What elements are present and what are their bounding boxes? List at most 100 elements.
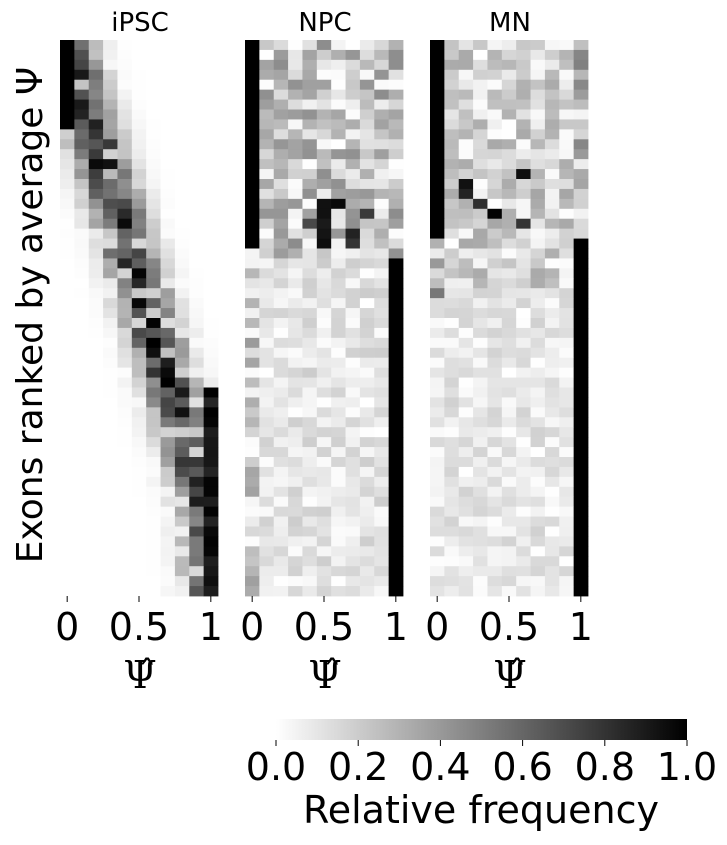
heatmap-cell [544, 258, 560, 269]
heatmap-cell [302, 546, 318, 557]
heatmap-cell [430, 546, 445, 557]
heatmap-cell [388, 417, 404, 428]
heatmap-cell [559, 536, 575, 547]
heatmap-cell [189, 49, 205, 61]
heatmap-cell [131, 327, 147, 339]
heatmap-cell [573, 59, 589, 71]
heatmap-cell [117, 169, 133, 180]
heatmap-cell [88, 119, 104, 130]
heatmap-cell [530, 49, 546, 61]
heatmap-cell [131, 248, 147, 259]
heatmap-cell [302, 129, 318, 140]
heatmap-cell [374, 466, 390, 478]
heatmap-cell [160, 407, 176, 418]
heatmap-cell [544, 318, 560, 329]
heatmap-cell [131, 169, 147, 180]
heatmap-cell [530, 89, 546, 100]
heatmap-cell [203, 318, 219, 329]
heatmap-cell [189, 457, 205, 468]
heatmap-cell [302, 387, 318, 398]
heatmap-cell [259, 427, 275, 438]
heatmap-cell [487, 238, 503, 249]
heatmap-cell [189, 506, 205, 517]
heatmap-cell [189, 159, 205, 170]
heatmap-cell [103, 357, 118, 369]
heatmap-cell [88, 437, 104, 448]
heatmap-cell [473, 208, 488, 220]
heatmap-cell [516, 149, 531, 160]
heatmap-cell [117, 179, 133, 190]
heatmap-cell [131, 258, 147, 269]
heatmap-cell [458, 566, 474, 577]
heatmap-cell [473, 258, 488, 269]
heatmap-cell [473, 377, 488, 388]
heatmap-cell [316, 546, 332, 557]
heatmap-cell [530, 268, 546, 279]
heatmap-cell [444, 496, 460, 508]
heatmap-cell [160, 228, 176, 239]
heatmap-cell [444, 407, 460, 418]
heatmap-cell [146, 447, 161, 458]
heatmap-cell [388, 437, 404, 448]
heatmap-cell [273, 357, 289, 369]
heatmap-cell [60, 387, 75, 398]
heatmap-cell [117, 238, 133, 249]
heatmap-cell [530, 556, 546, 567]
heatmap-cell [74, 179, 90, 190]
heatmap-cell [530, 486, 546, 498]
heatmap-cell [444, 79, 460, 91]
heatmap-cell [374, 576, 390, 587]
heatmap-cell [60, 397, 75, 408]
heatmap-cell [103, 59, 118, 71]
heatmap-cell [203, 357, 219, 369]
heatmap-cell [444, 159, 460, 170]
heatmap-cell [203, 427, 219, 438]
heatmap-cell [174, 397, 190, 408]
heatmap-cell [487, 486, 503, 498]
heatmap-cell [573, 427, 589, 438]
heatmap-cell [245, 278, 260, 289]
heatmap-cell [74, 417, 90, 428]
heatmap-cell [160, 546, 176, 557]
heatmap-cell [473, 179, 488, 190]
heatmap-cell [516, 99, 531, 110]
heatmap-cell [374, 198, 390, 210]
heatmap-cell [345, 59, 361, 71]
heatmap-cell [74, 447, 90, 458]
heatmap-cell [288, 109, 303, 120]
heatmap-cell [388, 129, 404, 140]
heatmap-cell [88, 427, 104, 438]
heatmap-cell [516, 566, 531, 577]
heatmap-cell [189, 59, 205, 71]
heatmap-cell [458, 69, 474, 81]
heatmap-cell [530, 169, 546, 180]
heatmap-cell [359, 457, 375, 468]
heatmap-cell [345, 546, 361, 557]
heatmap-cell [103, 99, 118, 110]
heatmap-cell [544, 506, 560, 517]
heatmap-cell [458, 357, 474, 369]
heatmap-cell [160, 169, 176, 180]
heatmap-cell [174, 179, 190, 190]
heatmap-cell [359, 466, 375, 478]
heatmap-cell [203, 566, 219, 577]
heatmap-cell [316, 476, 332, 488]
heatmap-cell [316, 566, 332, 577]
heatmap-cell [245, 49, 260, 61]
heatmap-cell [359, 169, 375, 180]
heatmap-cell [559, 49, 575, 61]
heatmap-cell [160, 566, 176, 577]
heatmap-cell [273, 327, 289, 339]
heatmap-cell [60, 238, 75, 249]
heatmap-cell [302, 238, 318, 249]
heatmap-cell [189, 407, 205, 418]
heatmap-cell [146, 129, 161, 140]
heatmap-cell [544, 248, 560, 259]
heatmap-cell [189, 278, 205, 289]
heatmap-cell [359, 377, 375, 388]
heatmap-cell [245, 337, 260, 349]
heatmap-cell [374, 109, 390, 120]
heatmap-cell [359, 238, 375, 249]
heatmap-cell [60, 506, 75, 517]
heatmap-cell [359, 258, 375, 269]
